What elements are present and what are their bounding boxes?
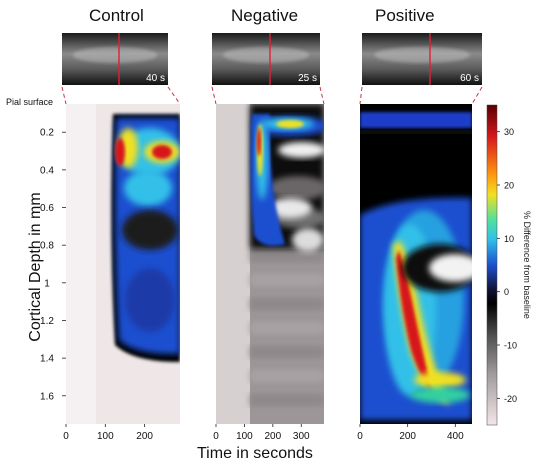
heatmap-blob-white-1 [278,142,324,158]
heatmap-band [250,298,324,310]
heatmap-blob-red-left [257,128,261,156]
heatmap-blob-yellow-top [276,120,304,128]
colorbar [486,104,498,426]
thumbnail-3: 60 s [359,33,483,105]
heatmap-panel-3 [360,104,472,424]
thumbnail-1: 40 s [61,33,181,105]
heatmap-blob-cyan-mid [124,170,172,206]
y-tick-label: 1.4 [40,354,54,365]
heatmap-band [250,274,324,286]
y-tick-label: 1.6 [40,391,54,402]
colorbar-tick-label: 30 [504,127,514,137]
y-tick-label: 0.6 [40,203,54,214]
zoom-guide-left [61,86,67,105]
y-tick-label: 0.4 [40,165,54,176]
heatmap-blob-white-3 [292,228,324,252]
heatmap-blob-gray-1 [268,176,324,200]
zoom-guide-right [471,86,483,105]
y-tick-label: 1 [44,278,50,289]
heatmap-blob-yellow-lower [414,372,466,388]
zoom-guide-right [167,86,181,105]
thumbnail-time-label: 25 s [298,73,317,84]
heatmap-band [250,346,324,358]
x-tick-label: 0 [63,431,69,442]
heatmap-band-gap [360,130,472,134]
thumbnail-highlight [374,47,470,63]
zoom-guide-left [359,86,363,105]
heatmap-blob-red-right [152,145,172,159]
heatmap-blob-red-left [115,138,125,166]
thumbnail-2: 25 s [211,33,325,105]
heatmap-panel-1 [66,104,180,424]
x-tick-label: 300 [293,431,310,442]
thumbnail-highlight [222,47,310,63]
heatmap-blob-white [429,254,472,282]
panel-title-negative: Negative [231,6,299,25]
thumbnail-highlight [72,47,158,63]
heatmap-blob-white-2 [268,198,312,218]
x-tick-label: 200 [399,431,416,442]
colorbar-tick-label: 10 [504,234,514,244]
heatmap-baseline [66,104,96,424]
pial-surface-label: Pial surface [6,97,54,107]
x-tick-label: 100 [97,431,114,442]
heatmap-blob-dark [122,210,178,250]
heatmap-band [250,370,324,382]
heatmap-band-blue-top [360,112,472,128]
heatmap-region-red [396,250,432,392]
x-tick-label: 200 [136,431,153,442]
thumbnail-time-label: 60 s [460,73,479,84]
panel-title-control: Control [89,6,144,25]
colorbar-tick-label: -20 [504,394,517,404]
x-tick-label: 0 [357,431,363,442]
x-tick-label: 100 [236,431,253,442]
y-tick-label: 0.8 [40,241,54,252]
zoom-guide-right [319,86,325,105]
heatmap-band [250,250,324,262]
x-axis-label: Time in seconds [197,445,313,462]
heatmap-blob-blue-lower [125,268,175,332]
x-tick-label: 400 [447,431,464,442]
y-tick-label: 0.2 [40,128,54,139]
panel-title-positive: Positive [375,6,435,25]
heatmap-panel-2 [216,104,324,424]
y-tick-label: 1.2 [40,316,54,327]
heatmap-blob-green-lower [410,387,470,403]
colorbar-tick-label: 0 [504,287,509,297]
thumbnail-time-label: 40 s [146,73,165,84]
colorbar-label: % Difference from baseline [522,211,532,319]
colorbar-tick-label: -10 [504,341,517,351]
heatmap-band [250,394,324,406]
y-axis-label: Cortical Depth in mm [27,192,44,342]
heatmap-baseline [216,104,250,424]
x-tick-label: 0 [213,431,219,442]
zoom-guide-left [211,86,217,105]
colorbar-tick-label: 20 [504,181,514,191]
x-tick-label: 200 [264,431,281,442]
heatmap-band [250,322,324,334]
